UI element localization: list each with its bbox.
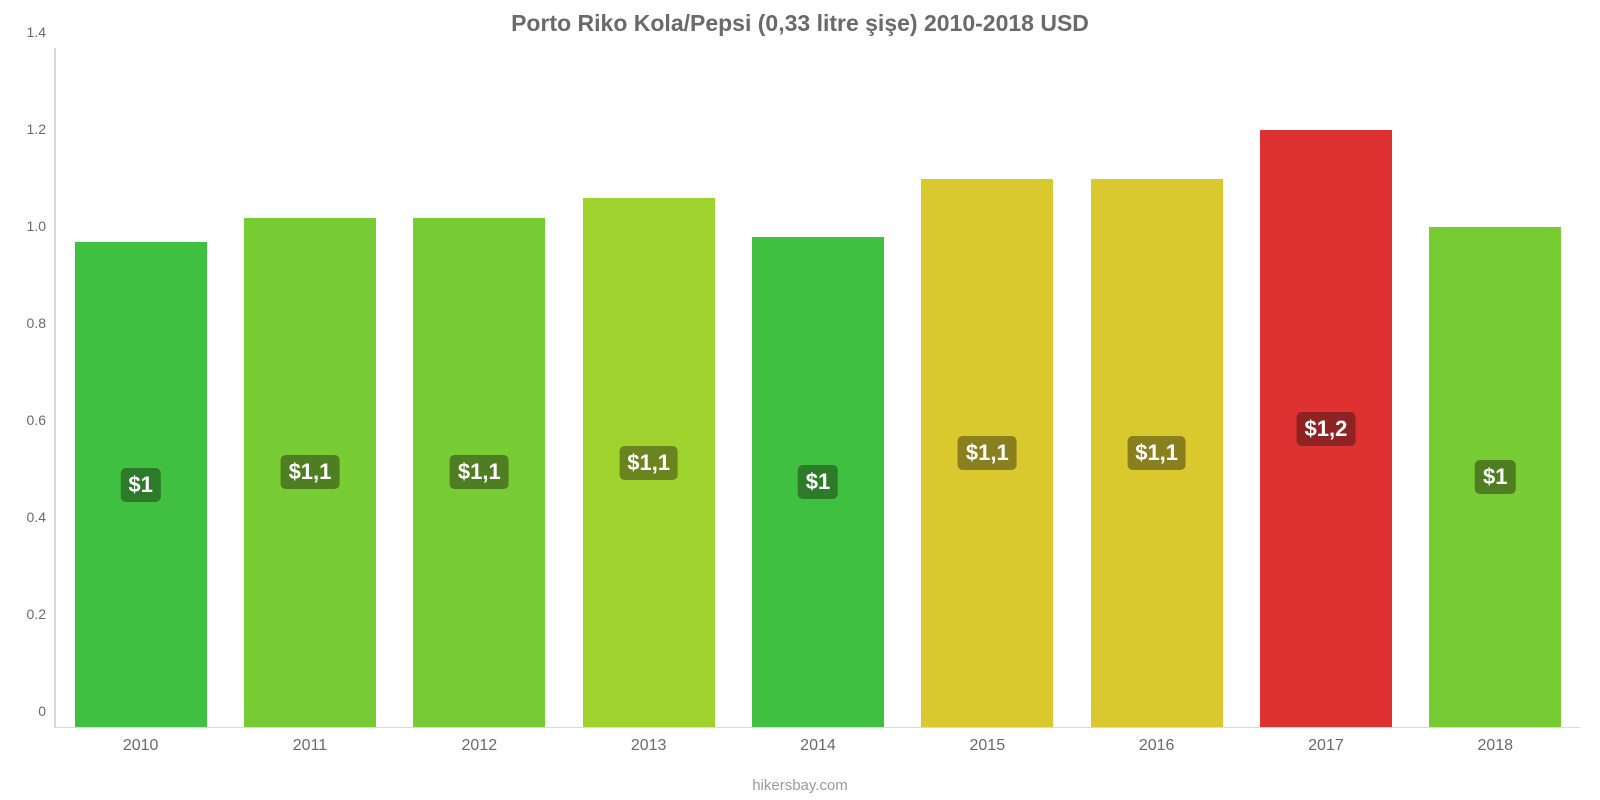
source-label: hikersbay.com bbox=[0, 777, 1600, 794]
bar-column: $1,12012 bbox=[395, 48, 564, 727]
x-tick-label: 2011 bbox=[293, 737, 327, 755]
bar-column: $12018 bbox=[1411, 48, 1580, 727]
bar-value-label: $1,1 bbox=[281, 455, 340, 489]
plot-area: $12010$1,12011$1,12012$1,12013$12014$1,1… bbox=[54, 48, 1580, 728]
bar-value-label: $1,1 bbox=[1127, 436, 1186, 470]
x-tick-label: 2017 bbox=[1308, 737, 1344, 755]
y-tick-label: 1.4 bbox=[16, 24, 46, 40]
y-tick-label: 1.2 bbox=[16, 121, 46, 137]
bar-column: $12010 bbox=[56, 48, 225, 727]
x-tick-label: 2010 bbox=[123, 737, 159, 755]
bar-value-label: $1,1 bbox=[619, 446, 678, 480]
y-tick-label: 0.6 bbox=[16, 412, 46, 428]
bar-value-label: $1 bbox=[120, 468, 160, 502]
bar-column: $1,12016 bbox=[1072, 48, 1241, 727]
chart-title: Porto Riko Kola/Pepsi (0,33 litre şişe) … bbox=[0, 0, 1600, 37]
bar-value-label: $1,1 bbox=[958, 436, 1017, 470]
bar: $1 bbox=[752, 237, 884, 727]
bars-container: $12010$1,12011$1,12012$1,12013$12014$1,1… bbox=[56, 48, 1580, 727]
bar-column: $12014 bbox=[733, 48, 902, 727]
bar: $1,1 bbox=[244, 218, 376, 727]
bar: $1,1 bbox=[1091, 179, 1223, 727]
bar-column: $1,22017 bbox=[1241, 48, 1410, 727]
bar-value-label: $1,2 bbox=[1297, 412, 1356, 446]
y-tick-label: 0.8 bbox=[16, 315, 46, 331]
bar: $1,2 bbox=[1260, 130, 1392, 727]
x-tick-label: 2014 bbox=[800, 737, 836, 755]
x-tick-label: 2013 bbox=[631, 737, 667, 755]
bar-column: $1,12015 bbox=[903, 48, 1072, 727]
bar: $1,1 bbox=[583, 198, 715, 727]
y-tick-label: 0.2 bbox=[16, 606, 46, 622]
bar-column: $1,12013 bbox=[564, 48, 733, 727]
bar: $1,1 bbox=[413, 218, 545, 727]
bar-value-label: $1 bbox=[798, 465, 838, 499]
y-tick-label: 0.4 bbox=[16, 509, 46, 525]
price-chart: Porto Riko Kola/Pepsi (0,33 litre şişe) … bbox=[0, 0, 1600, 800]
x-tick-label: 2012 bbox=[462, 737, 498, 755]
bar: $1 bbox=[1429, 227, 1561, 727]
x-tick-label: 2015 bbox=[970, 737, 1006, 755]
y-tick-label: 0 bbox=[16, 703, 46, 719]
bar-column: $1,12011 bbox=[225, 48, 394, 727]
bar-value-label: $1 bbox=[1475, 460, 1515, 494]
x-tick-label: 2016 bbox=[1139, 737, 1175, 755]
y-tick-label: 1.0 bbox=[16, 218, 46, 234]
bar: $1 bbox=[75, 242, 207, 727]
bar-value-label: $1,1 bbox=[450, 455, 509, 489]
x-tick-label: 2018 bbox=[1477, 737, 1513, 755]
bar: $1,1 bbox=[921, 179, 1053, 727]
